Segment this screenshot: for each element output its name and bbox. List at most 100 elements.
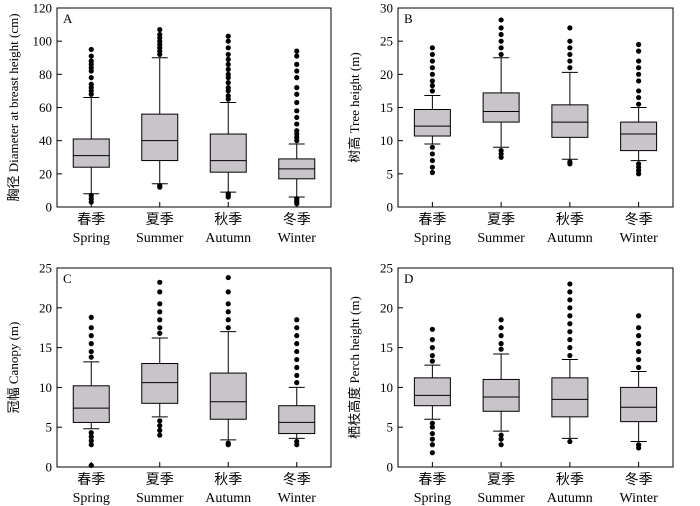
outlier-point — [636, 94, 642, 101]
box-iqr — [551, 377, 589, 418]
x-tick-label-cn: 春季 — [77, 472, 105, 488]
y-axis-label: 树高 Tree height (m) — [347, 52, 362, 162]
outlier-point — [636, 78, 642, 84]
outlier-point — [225, 317, 231, 323]
outlier-point — [429, 151, 435, 157]
outlier-point — [157, 301, 163, 307]
box-summer — [141, 26, 179, 190]
y-tick-label: 10 — [39, 380, 52, 395]
x-tick-label-cn: 冬季 — [625, 472, 653, 488]
outlier-point — [88, 75, 94, 81]
outlier-point — [429, 430, 435, 437]
outlier-point — [636, 364, 642, 371]
plot-frame — [56, 267, 332, 468]
y-tick-label: 0 — [387, 200, 394, 215]
y-tick-label: 60 — [39, 100, 52, 115]
x-tick-label-cn: 秋季 — [556, 472, 584, 488]
x-tick-label-cn: 冬季 — [283, 472, 311, 488]
outlier-point — [498, 17, 504, 23]
outlier-point — [429, 65, 435, 71]
x-tick-label-en: Spring — [73, 231, 110, 246]
outlier-point — [88, 430, 94, 436]
outlier-point — [498, 45, 504, 51]
outlier-point — [225, 71, 231, 77]
panel-label: D — [404, 271, 413, 286]
outlier-point — [567, 58, 573, 64]
panel-D: D 0 5 10 15 20 25 栖枝高度 Perch height (m) 春季 Spring… — [347, 261, 674, 506]
outlier-point — [429, 424, 435, 430]
outlier-point — [567, 337, 573, 343]
outlier-point — [294, 348, 300, 355]
outlier-point — [636, 445, 642, 451]
box-iqr — [72, 138, 110, 168]
panel-B: B 0 5 10 15 20 25 30 树高 Tree height (m) 春季 Spring 夏… — [347, 1, 674, 246]
outlier-point — [429, 51, 435, 58]
outlier-point — [429, 358, 435, 364]
outlier-point — [498, 333, 504, 339]
outlier-point — [88, 462, 94, 469]
box-iqr — [413, 108, 451, 137]
outlier-point — [636, 41, 642, 48]
x-tick-label-cn: 夏季 — [146, 472, 174, 488]
outlier-point — [636, 313, 642, 319]
y-tick-label: 15 — [380, 100, 393, 115]
y-tick-label: 20 — [380, 67, 393, 82]
outlier-point — [429, 436, 435, 442]
x-tick-label-cn: 春季 — [418, 212, 446, 228]
box-iqr — [209, 133, 247, 173]
outlier-point — [429, 78, 435, 84]
outlier-point — [88, 46, 94, 53]
box-iqr — [482, 92, 520, 123]
outlier-point — [294, 333, 300, 339]
y-tick-label: 25 — [380, 261, 393, 276]
box-iqr — [413, 377, 451, 407]
x-tick-label-cn: 夏季 — [487, 212, 515, 228]
outlier-point — [225, 85, 231, 91]
outlier-point — [567, 25, 573, 31]
outlier-point — [157, 31, 163, 38]
outlier-point — [225, 93, 231, 99]
outlier-point — [157, 184, 163, 190]
outlier-point — [294, 442, 300, 448]
x-tick-label-en: Summer — [477, 231, 525, 246]
outlier-point — [567, 38, 573, 44]
x-tick-label-cn: 夏季 — [487, 472, 515, 488]
outlier-point — [567, 438, 573, 445]
outlier-point — [88, 81, 94, 87]
outlier-point — [567, 352, 573, 359]
outlier-point — [567, 329, 573, 335]
outlier-point — [429, 71, 435, 77]
panel-C: C 0 5 10 15 20 25 冠幅 Canopy (m) 春季 Spring 夏季 Summer… — [6, 261, 332, 506]
outlier-point — [294, 91, 300, 97]
outlier-point — [88, 58, 94, 64]
box-iqr — [278, 405, 316, 435]
y-tick-label: 0 — [387, 460, 394, 475]
y-tick-label: 100 — [33, 34, 53, 49]
y-tick-label: 5 — [46, 420, 53, 435]
outlier-point — [429, 88, 435, 94]
x-tick-label-cn: 春季 — [418, 472, 446, 488]
x-tick-label-cn: 冬季 — [283, 212, 311, 228]
box-spring — [72, 314, 110, 469]
outlier-point — [294, 201, 300, 207]
y-tick-label: 10 — [380, 380, 393, 395]
outlier-point — [567, 281, 573, 287]
x-tick-label-en: Spring — [414, 491, 451, 506]
outlier-point — [294, 325, 300, 331]
outlier-point — [294, 85, 300, 91]
outlier-point — [157, 325, 163, 331]
outlier-point — [498, 317, 504, 323]
outlier-point — [567, 289, 573, 295]
outlier-point — [498, 25, 504, 31]
y-tick-label: 0 — [46, 460, 53, 475]
box-iqr — [141, 113, 179, 162]
panel-label: A — [63, 11, 73, 26]
x-tick-label-cn: 春季 — [77, 212, 105, 228]
outlier-point — [567, 51, 573, 58]
outlier-point — [294, 121, 300, 127]
y-tick-label: 40 — [39, 133, 52, 148]
outlier-point — [225, 442, 231, 448]
box-summer — [141, 279, 179, 438]
outlier-point — [429, 345, 435, 351]
outlier-point — [225, 51, 231, 58]
